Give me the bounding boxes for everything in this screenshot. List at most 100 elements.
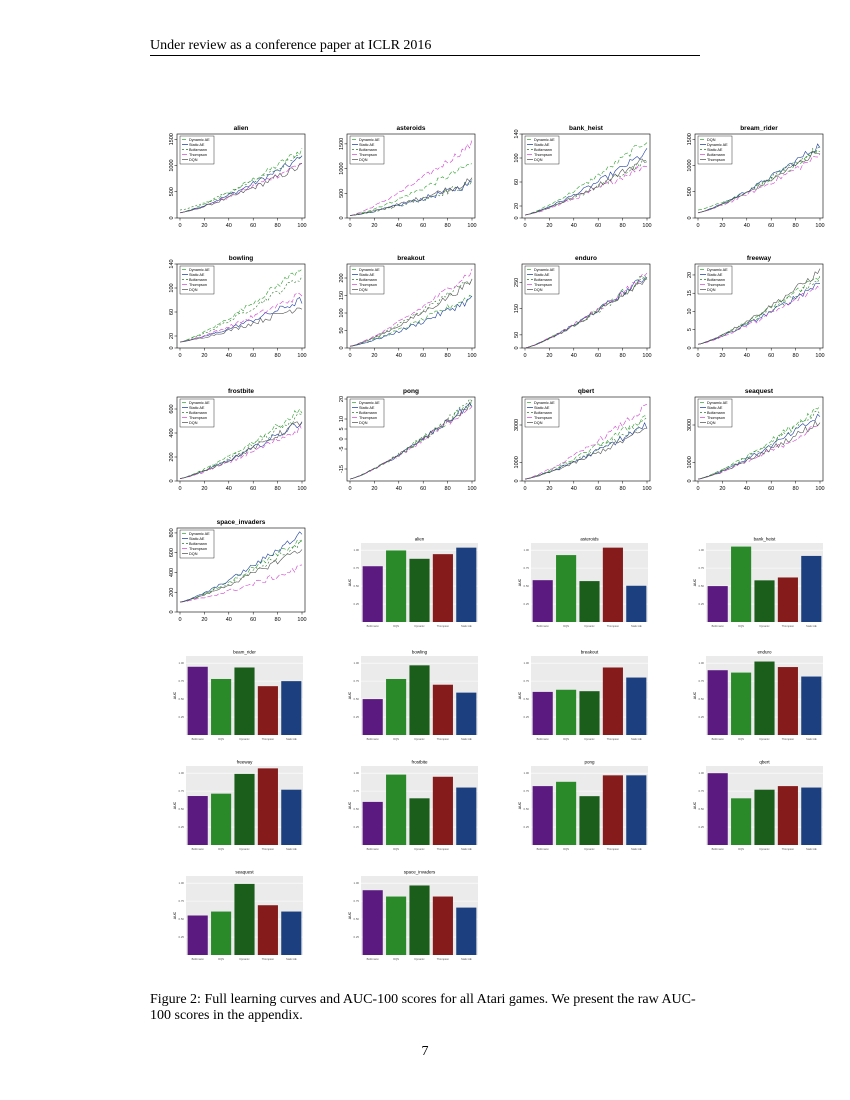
y-axis-label: AUC [693, 578, 697, 586]
x-tick-label: Dynamic [584, 737, 595, 741]
bar [707, 586, 728, 622]
y-axis-label: AUC [348, 801, 352, 809]
legend-label: Static AE [707, 406, 723, 410]
x-tick-label: 40 [396, 223, 402, 229]
legend-label: Boltzmann [189, 411, 207, 415]
y-tick-label: 1.00 [354, 771, 360, 775]
legend-label: DQN [707, 421, 716, 425]
legend-label: Dynamic AE [189, 401, 210, 405]
y-tick-label: 1.00 [179, 771, 185, 775]
x-tick-label: 0 [178, 353, 181, 359]
chart-title: enduro [575, 255, 597, 262]
series-line [524, 148, 648, 216]
x-tick-label: Boltzmann [367, 847, 380, 851]
bar [707, 773, 728, 845]
series-line [349, 177, 473, 216]
y-tick-label: 0.50 [179, 697, 185, 701]
series-line [179, 408, 303, 479]
x-tick-label: Static AE [631, 847, 642, 851]
x-tick-label: 40 [226, 353, 232, 359]
legend-label: Thompson [707, 416, 725, 420]
series-line [349, 268, 473, 347]
legend-label: Boltzmann [534, 148, 552, 152]
x-tick-label: 0 [523, 223, 526, 229]
x-tick-label: 60 [420, 223, 426, 229]
x-tick-label: 0 [696, 353, 699, 359]
x-tick-label: Boltzmann [367, 624, 380, 628]
legend-label: Dynamic AE [189, 138, 210, 142]
x-tick-label: Boltzmann [537, 847, 550, 851]
y-tick-label: 1500 [169, 133, 175, 145]
y-tick-label: 0.25 [179, 825, 185, 829]
x-tick-label: 0 [348, 486, 351, 492]
bar [602, 667, 623, 735]
x-tick-label: 80 [620, 223, 626, 229]
x-tick-label: 60 [768, 353, 774, 359]
chart-title: bowling [229, 255, 254, 262]
x-tick-label: Thompson [782, 847, 795, 851]
x-tick-label: Thompson [437, 957, 450, 961]
y-axis-label: AUC [348, 911, 352, 919]
y-tick-label: 50 [339, 327, 345, 333]
legend-label: DQN [189, 421, 198, 425]
series-line [697, 150, 821, 214]
y-axis-label: AUC [693, 691, 697, 699]
x-tick-label: Dynamic [414, 624, 425, 628]
legend-label: DQN [707, 138, 716, 142]
x-tick-label: Boltzmann [537, 624, 550, 628]
bar [211, 678, 232, 735]
series-line [524, 272, 648, 349]
bar [532, 786, 553, 845]
y-tick-label: 400 [169, 428, 175, 437]
x-tick-label: Boltzmann [367, 957, 380, 961]
bar [602, 547, 623, 622]
line-chart-breakout: breakout 0 20 40 60 80 100 0 50 100 150 200 Dynamic … [339, 255, 477, 359]
y-tick-label: 0 [169, 216, 175, 219]
x-tick-label: Static AE [286, 957, 297, 961]
y-tick-label: 0.25 [699, 602, 705, 606]
y-tick-label: 5 [339, 427, 345, 430]
x-tick-label: 80 [275, 617, 281, 623]
y-tick-label: 100 [514, 153, 520, 162]
y-tick-label: 1.00 [354, 881, 360, 885]
y-tick-label: 0.75 [179, 679, 185, 683]
y-tick-label: 0.75 [524, 566, 530, 570]
chart-title: pong [584, 760, 595, 765]
y-tick-label: 0 [169, 610, 175, 613]
bar [456, 907, 477, 955]
y-tick-label: 20 [687, 272, 693, 278]
x-tick-label: 60 [768, 223, 774, 229]
y-tick-label: 1.00 [354, 661, 360, 665]
y-tick-label: 0 [339, 216, 345, 219]
legend-label: Static AE [707, 148, 723, 152]
y-tick-label: 0 [687, 479, 693, 482]
x-tick-label: 40 [571, 353, 577, 359]
x-tick-label: Dynamic [414, 957, 425, 961]
bar [362, 699, 383, 735]
plot-frame [346, 263, 476, 349]
legend-label: Thompson [189, 416, 207, 420]
x-tick-label: Boltzmann [537, 737, 550, 741]
x-tick-label: Static AE [806, 624, 817, 628]
bar [432, 896, 453, 955]
x-tick-label: 80 [793, 486, 799, 492]
bar [532, 691, 553, 735]
bar [731, 798, 752, 845]
bar [579, 691, 600, 735]
y-tick-label: 0.25 [699, 715, 705, 719]
legend-label: Thompson [534, 416, 552, 420]
legend-label: Thompson [189, 283, 207, 287]
x-tick-label: Static AE [286, 737, 297, 741]
y-tick-label: 1.00 [699, 771, 705, 775]
x-tick-label: Static AE [461, 737, 472, 741]
x-tick-label: 80 [275, 223, 281, 229]
x-tick-label: 100 [815, 353, 824, 359]
y-tick-label: 1000 [339, 162, 345, 174]
x-tick-label: Dynamic [239, 847, 250, 851]
plot-frame [176, 527, 306, 613]
plot-frame [521, 133, 651, 219]
chart-title: bream_rider [740, 125, 778, 132]
